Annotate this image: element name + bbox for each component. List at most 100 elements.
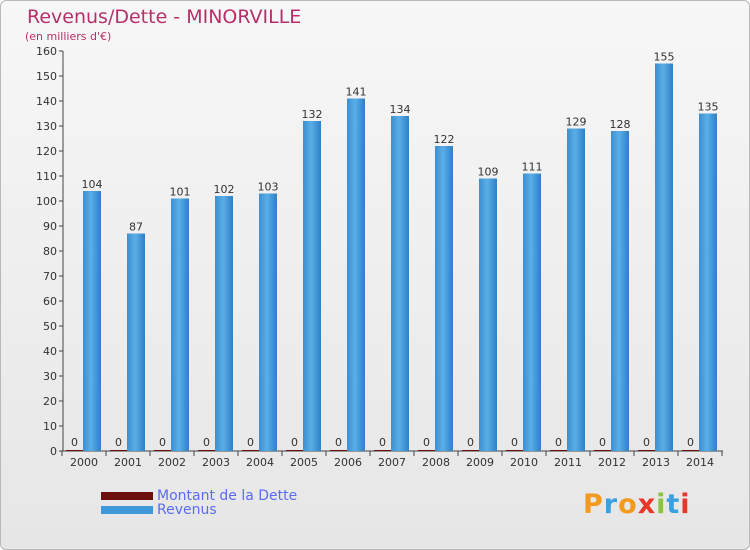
data-label-debt: 0 [71,436,78,449]
x-tick-label: 2014 [686,456,714,469]
bar-debt [286,450,303,451]
legend-swatch-revenue [101,506,153,514]
bar-debt [110,450,127,451]
data-label-debt: 0 [159,436,166,449]
data-label-revenue: 132 [302,108,323,121]
x-tick-label: 2008 [422,456,450,469]
logo-letter: i [656,489,667,520]
data-label-revenue: 134 [390,103,411,116]
bar-revenue [655,63,673,451]
data-label-revenue: 135 [698,101,719,114]
x-tick-label: 2010 [510,456,538,469]
bar-debt [198,450,215,451]
y-tick-label: 60 [43,295,57,308]
x-tick-label: 2001 [114,456,142,469]
data-label-revenue: 87 [129,221,143,234]
logo-letter: o [618,489,638,520]
x-tick-label: 2011 [554,456,582,469]
data-label-revenue: 128 [610,118,631,131]
logo-letter: t [666,489,681,520]
x-tick-label: 2002 [158,456,186,469]
x-tick-label: 2013 [642,456,670,469]
bar-revenue [479,178,497,451]
legend-swatch-debt [101,492,153,500]
bar-debt [374,450,391,451]
legend-label-debt: Montant de la Dette [157,488,298,504]
proxiti-logo: Proxiti [583,489,691,520]
data-label-debt: 0 [555,436,562,449]
y-tick-label: 150 [36,70,57,83]
x-tick-label: 2006 [334,456,362,469]
bar-revenue [347,98,365,451]
chart-subtitle: (en milliers d'€) [25,30,112,43]
legend-label-revenue: Revenus [157,502,217,518]
data-label-revenue: 141 [346,86,367,99]
bar-debt [462,450,479,451]
data-label-debt: 0 [335,436,342,449]
chart-title: Revenus/Dette - MINORVILLE [27,6,302,28]
x-tick-label: 2005 [290,456,318,469]
y-tick-label: 30 [43,370,57,383]
x-tick-label: 2009 [466,456,494,469]
bar-revenue [611,131,629,451]
x-tick-label: 2004 [246,456,274,469]
bar-revenue [435,146,453,451]
data-label-revenue: 101 [170,186,191,199]
logo-letter: x [637,489,657,520]
data-label-debt: 0 [511,436,518,449]
data-label-debt: 0 [379,436,386,449]
legend-item-debt: Montant de la Dette [101,488,298,504]
y-tick-label: 110 [36,170,57,183]
bar-revenue [127,233,145,451]
bar-debt [594,450,611,451]
y-tick-label: 50 [43,320,57,333]
data-label-debt: 0 [115,436,122,449]
bar-debt [242,450,259,451]
data-label-debt: 0 [247,436,254,449]
x-tick-label: 2012 [598,456,626,469]
y-tick-label: 20 [43,395,57,408]
y-tick-label: 130 [36,120,57,133]
bar-revenue [83,191,101,451]
bar-debt [418,450,435,451]
bar-revenue [303,121,321,451]
data-label-debt: 0 [467,436,474,449]
legend-item-revenue: Revenus [101,502,217,518]
data-label-revenue: 111 [522,161,543,174]
bar-revenue [259,193,277,451]
y-tick-label: 80 [43,245,57,258]
bar-revenue [699,113,717,451]
logo-letter: r [603,489,619,520]
y-tick-label: 140 [36,95,57,108]
y-tick-label: 40 [43,345,57,358]
data-label-revenue: 122 [434,133,455,146]
y-tick-label: 120 [36,145,57,158]
bar-debt [638,450,655,451]
logo-letter: i [680,489,691,520]
bar-debt [550,450,567,451]
data-label-revenue: 155 [654,51,675,64]
data-label-revenue: 103 [258,181,279,194]
data-label-revenue: 102 [214,183,235,196]
data-label-debt: 0 [203,436,210,449]
data-label-revenue: 109 [478,166,499,179]
y-tick-label: 0 [50,445,57,458]
x-tick-label: 2003 [202,456,230,469]
bar-revenue [567,128,585,451]
x-tick-label: 2000 [70,456,98,469]
data-label-debt: 0 [291,436,298,449]
y-tick-label: 70 [43,270,57,283]
bar-debt [330,450,347,451]
bar-revenue [171,198,189,451]
data-label-debt: 0 [687,436,694,449]
y-tick-label: 10 [43,420,57,433]
bar-revenue [215,196,233,451]
bar-debt [66,450,83,451]
bar-debt [682,450,699,451]
y-tick-label: 160 [36,45,57,58]
data-label-debt: 0 [423,436,430,449]
y-tick-label: 100 [36,195,57,208]
bar-debt [506,450,523,451]
